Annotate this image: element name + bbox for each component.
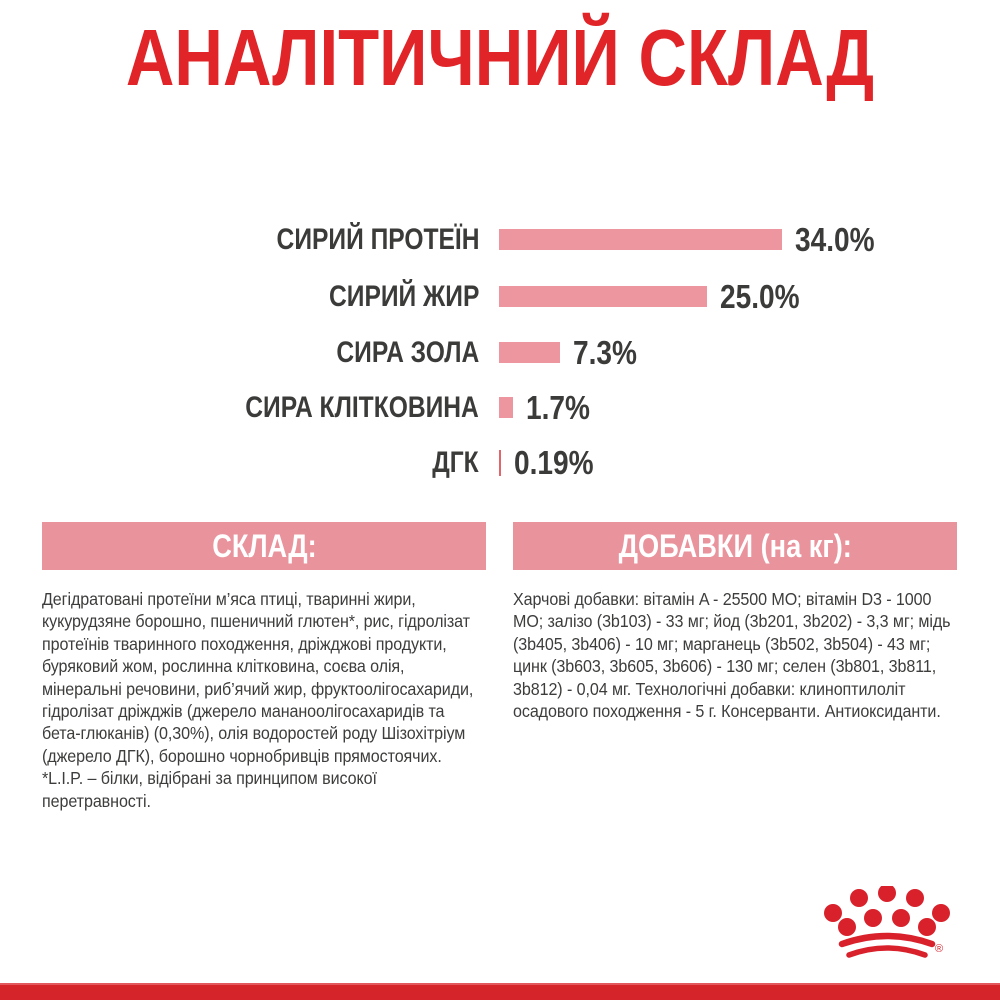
chart-row: СИРИЙ ЖИР 25.0% [0, 278, 1000, 315]
footer-red-bar [0, 983, 1000, 1000]
analytical-composition-chart: СИРИЙ ПРОТЕЇН 34.0% СИРИЙ ЖИР 25.0% СИРА ЗОЛ… [0, 221, 1000, 482]
chart-bar [499, 286, 707, 307]
additives-body: Харчові добавки: вітамін A - 25500 МО; в… [513, 589, 951, 722]
chart-category-label: СИРИЙ ЖИР [328, 279, 479, 313]
page-title: АНАЛІТИЧНИЙ СКЛАД [125, 13, 875, 102]
chart-row: СИРИЙ ПРОТЕЇН 34.0% [0, 221, 1000, 258]
chart-category-label: СИРА КЛІТКОВИНА [245, 390, 479, 424]
chart-category-label: СИРИЙ ПРОТЕЇН [276, 222, 479, 256]
composition-header: СКЛАД: [42, 522, 486, 570]
chart-row: ДГК 0.19% [0, 444, 1000, 481]
additives-header-label: ДОБАВКИ (на кг): [618, 527, 852, 564]
chart-value-label: 34.0% [795, 220, 875, 258]
royal-canin-crown-icon: ® [824, 886, 950, 958]
chart-value-label: 1.7% [526, 388, 590, 426]
composition-footnote: *L.I.P. – білки, відібрані за принципом … [42, 768, 377, 811]
chart-bar [499, 342, 560, 363]
additives-text: Харчові добавки: вітамін A - 25500 МО; в… [513, 588, 956, 722]
additives-header: ДОБАВКИ (на кг): [513, 522, 957, 570]
composition-header-label: СКЛАД: [211, 527, 317, 564]
chart-bar [499, 450, 501, 476]
chart-category-label: СИРА ЗОЛА [336, 335, 479, 369]
chart-row: СИРА КЛІТКОВИНА 1.7% [0, 389, 1000, 426]
chart-value-label: 0.19% [514, 444, 594, 481]
chart-value-label: 25.0% [720, 277, 800, 315]
registered-trademark-icon: ® [935, 943, 943, 955]
chart-value-label: 7.3% [573, 333, 637, 371]
composition-text: Дегідратовані протеїни м’яса птиці, твар… [42, 588, 485, 812]
chart-category-label: ДГК [432, 446, 479, 479]
chart-bar [499, 229, 782, 250]
composition-body: Дегідратовані протеїни м’яса птиці, твар… [42, 589, 474, 766]
chart-bar [499, 397, 513, 418]
chart-row: СИРА ЗОЛА 7.3% [0, 334, 1000, 371]
